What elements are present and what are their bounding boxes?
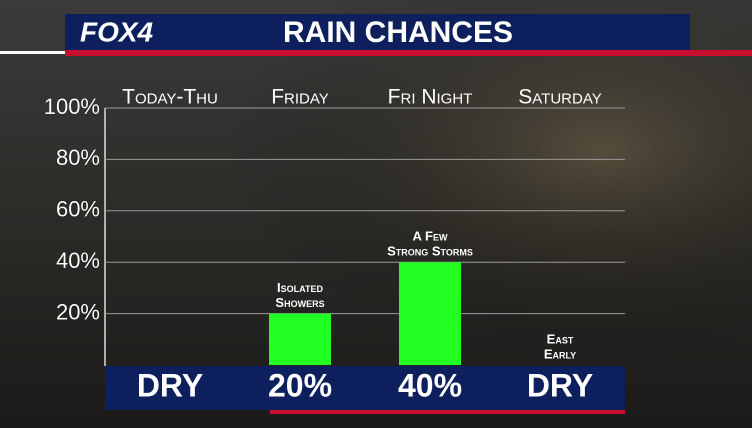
value-label: 40% <box>398 367 462 403</box>
y-tick-label: 60% <box>56 197 100 222</box>
x-tick-label: Fri Night <box>388 86 473 109</box>
annotation: A Few <box>413 229 448 244</box>
x-tick-label: Friday <box>271 86 329 109</box>
value-label: 20% <box>268 367 332 403</box>
bar <box>399 262 461 365</box>
y-tick-label: 100% <box>44 94 100 119</box>
y-tick-label: 40% <box>56 248 100 273</box>
header-accent <box>65 50 752 56</box>
annotation: Isolated <box>277 280 323 295</box>
annotation: Strong Storms <box>387 244 473 259</box>
value-label: DRY <box>137 367 203 403</box>
value-label: DRY <box>527 367 593 403</box>
annotation: Early <box>544 346 576 361</box>
value-band-accent <box>270 410 625 414</box>
x-tick-label: Saturday <box>518 86 601 109</box>
value-band <box>105 366 625 410</box>
x-tick-label: Today-Thu <box>122 86 218 109</box>
header-bar <box>65 14 690 50</box>
annotation: East <box>547 331 574 346</box>
y-tick-label: 20% <box>56 299 100 324</box>
annotation: Showers <box>275 295 324 310</box>
y-tick-label: 80% <box>56 145 100 170</box>
brand-logo: FOX4 <box>80 16 154 47</box>
header-line <box>0 51 65 54</box>
bar <box>269 313 331 365</box>
chart-title: RAIN CHANCES <box>283 16 513 49</box>
